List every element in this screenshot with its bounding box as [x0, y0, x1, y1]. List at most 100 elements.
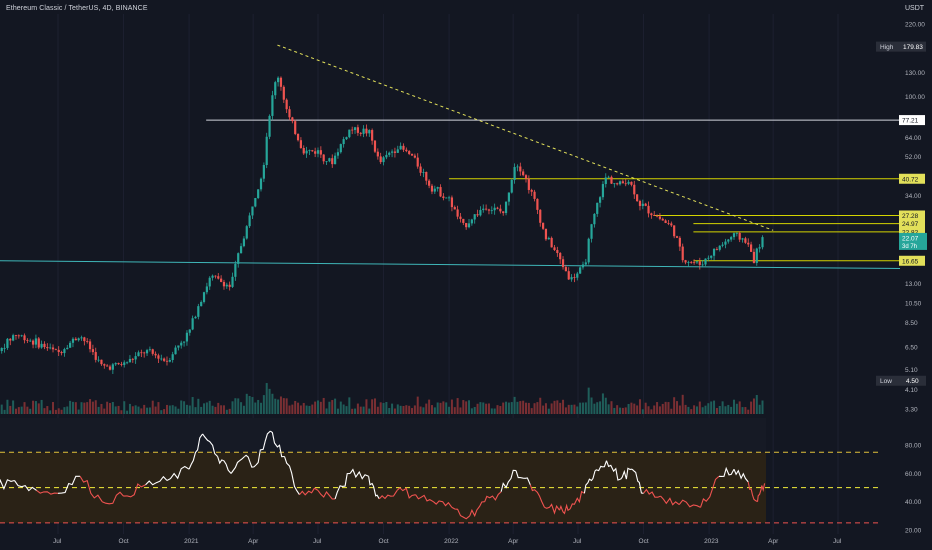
volume-bar — [328, 401, 331, 414]
candle-body — [727, 239, 730, 242]
rsi-segment — [188, 433, 204, 470]
volume-bar — [165, 404, 168, 414]
volume-bar — [128, 403, 131, 414]
volume-bar — [750, 401, 753, 414]
volume-bar — [470, 408, 473, 414]
rsi-segment — [145, 475, 168, 486]
candle-body — [351, 129, 354, 131]
horizontal-levels[interactable] — [206, 119, 900, 262]
time-tick-label: Oct — [639, 538, 649, 545]
candle-body — [459, 216, 462, 219]
volume-bar — [80, 402, 83, 414]
candle-body — [550, 237, 553, 248]
volume-bar — [279, 396, 282, 414]
rsi-segment — [469, 501, 485, 518]
volume-bar — [704, 405, 707, 414]
volume-bar — [220, 405, 223, 414]
volume-bar — [294, 400, 297, 414]
candle-body — [485, 208, 488, 210]
candle-body — [570, 277, 573, 280]
candle-body — [496, 207, 499, 209]
volume-bar — [650, 409, 653, 414]
rsi-segment — [620, 467, 633, 480]
candle-body — [148, 349, 151, 351]
trendlines[interactable] — [0, 44, 901, 270]
candle-body — [271, 95, 274, 116]
candle-body — [616, 183, 619, 185]
level-badge-24: 24.97 — [902, 221, 919, 228]
candle-body — [422, 171, 425, 173]
level-badge-27: 27.28 — [902, 213, 919, 220]
candle-body — [667, 222, 670, 224]
candle-body — [356, 127, 359, 133]
candle-body — [14, 335, 18, 336]
volume-bar — [678, 405, 681, 414]
rsi-segment — [255, 430, 271, 466]
candle-body — [541, 222, 545, 229]
volume-bar — [106, 401, 109, 414]
candle-body — [604, 177, 607, 185]
price-tick-label: 220.00 — [905, 22, 925, 29]
volume-bar — [234, 398, 237, 414]
candle-body — [294, 121, 297, 134]
candle-body — [151, 349, 154, 354]
candle-body — [584, 262, 587, 265]
candle-body — [34, 338, 38, 345]
candle-body — [205, 286, 208, 293]
volume-bar — [356, 403, 359, 414]
candle-body — [590, 224, 593, 239]
volume-bar — [120, 410, 123, 414]
candle-body — [539, 209, 542, 223]
candle-body — [128, 358, 132, 363]
volume-bar — [633, 403, 636, 414]
volume-bar — [157, 402, 160, 414]
time-axis[interactable]: Jul Oct 2021 Apr Jul Oct 2022 Apr Jul Oct 2023 Apr J… — [53, 538, 842, 545]
volume-bar — [123, 401, 126, 414]
rsi-segment — [36, 489, 59, 495]
volume-bar — [46, 406, 49, 414]
candle-body — [37, 338, 40, 348]
rsi-segment — [299, 487, 319, 496]
candle-body — [627, 181, 630, 184]
candle-body — [718, 245, 721, 250]
candle-body — [285, 99, 288, 110]
volume-bar — [473, 407, 476, 414]
volume-bar — [607, 404, 610, 414]
high-label-box — [876, 41, 900, 52]
resistance-trendline[interactable] — [277, 44, 774, 231]
price-tick-label: 100.00 — [905, 94, 925, 101]
volume-bar — [228, 408, 231, 414]
volume-bar — [733, 399, 735, 414]
candle-body — [450, 197, 454, 208]
volume-bar — [408, 405, 411, 414]
volume-bar — [522, 400, 525, 414]
volume-bar — [553, 400, 556, 414]
candle-body — [163, 358, 166, 361]
support-trendline[interactable] — [0, 260, 901, 270]
price-tick-label: 64.00 — [905, 135, 922, 142]
volume-bar — [559, 402, 562, 414]
candle-body — [439, 187, 442, 197]
rsi-segment — [349, 468, 369, 480]
volume-bar — [456, 398, 459, 414]
volume-bar — [314, 401, 317, 414]
time-tick-label: Jul — [53, 538, 62, 545]
candle-body — [208, 277, 211, 287]
candle-body — [487, 209, 491, 211]
candle-body — [712, 248, 716, 256]
volume-bar — [738, 401, 741, 414]
volume-bar — [656, 402, 659, 414]
candle-body — [613, 183, 616, 185]
candle-body — [222, 281, 226, 287]
candle-body — [46, 347, 49, 349]
candle-body — [117, 363, 120, 365]
candle-body — [194, 316, 197, 319]
volume-bar — [146, 407, 149, 414]
volume-bar — [214, 406, 217, 414]
volume-bars — [0, 383, 764, 414]
volume-bar — [77, 409, 80, 414]
rsi-segment — [415, 494, 434, 503]
price-tick-label: 13.00 — [905, 281, 922, 288]
volume-bar — [391, 403, 394, 414]
volume-bar — [32, 400, 35, 414]
